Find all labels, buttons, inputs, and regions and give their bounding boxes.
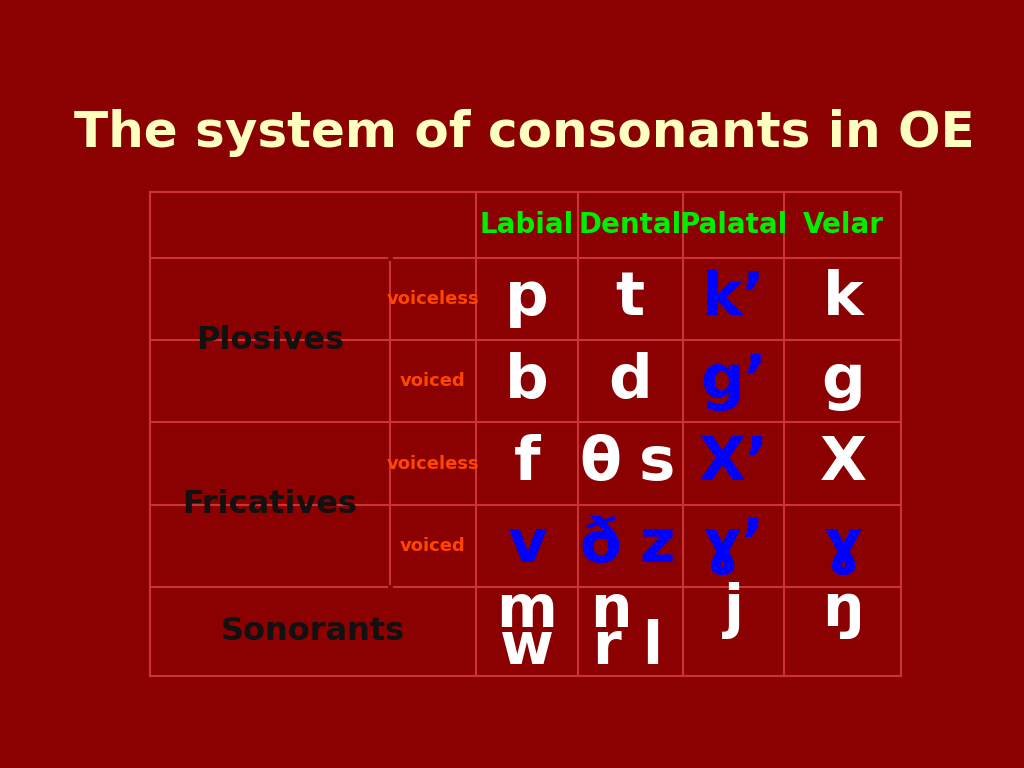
Text: Labial: Labial xyxy=(479,211,573,239)
Text: Plosives: Plosives xyxy=(196,325,344,356)
Text: voiceless: voiceless xyxy=(387,455,479,472)
Text: X’: X’ xyxy=(698,434,769,493)
Text: t: t xyxy=(615,270,645,329)
Text: Fricatives: Fricatives xyxy=(182,489,357,520)
Text: l: l xyxy=(642,619,662,676)
Text: Sonorants: Sonorants xyxy=(221,616,404,647)
Text: voiced: voiced xyxy=(400,372,466,390)
Text: k’: k’ xyxy=(701,270,766,329)
Text: The system of consonants in OE: The system of consonants in OE xyxy=(75,109,975,157)
Text: n: n xyxy=(590,582,632,639)
Text: s: s xyxy=(639,434,676,493)
Text: k: k xyxy=(822,270,863,329)
Text: X: X xyxy=(819,434,866,493)
Text: ɣ: ɣ xyxy=(823,516,862,575)
Text: voiceless: voiceless xyxy=(387,290,479,308)
Text: j: j xyxy=(724,582,743,639)
Text: Palatal: Palatal xyxy=(680,211,787,239)
Text: g’: g’ xyxy=(700,352,767,411)
Text: f: f xyxy=(513,434,540,493)
Text: z: z xyxy=(640,516,675,575)
Text: r: r xyxy=(593,619,622,676)
Text: g: g xyxy=(821,352,865,411)
Text: v: v xyxy=(507,516,547,575)
Text: Dental: Dental xyxy=(579,211,682,239)
Text: ð: ð xyxy=(580,516,622,575)
Text: w: w xyxy=(500,619,554,676)
Text: θ: θ xyxy=(580,434,622,493)
Text: ŋ: ŋ xyxy=(822,582,863,639)
Text: Velar: Velar xyxy=(803,211,884,239)
Text: m: m xyxy=(497,582,557,639)
Text: voiced: voiced xyxy=(400,537,466,554)
Text: b: b xyxy=(505,352,549,411)
Text: ɣ’: ɣ’ xyxy=(702,516,765,575)
Text: p: p xyxy=(505,270,549,329)
Text: d: d xyxy=(608,352,652,411)
